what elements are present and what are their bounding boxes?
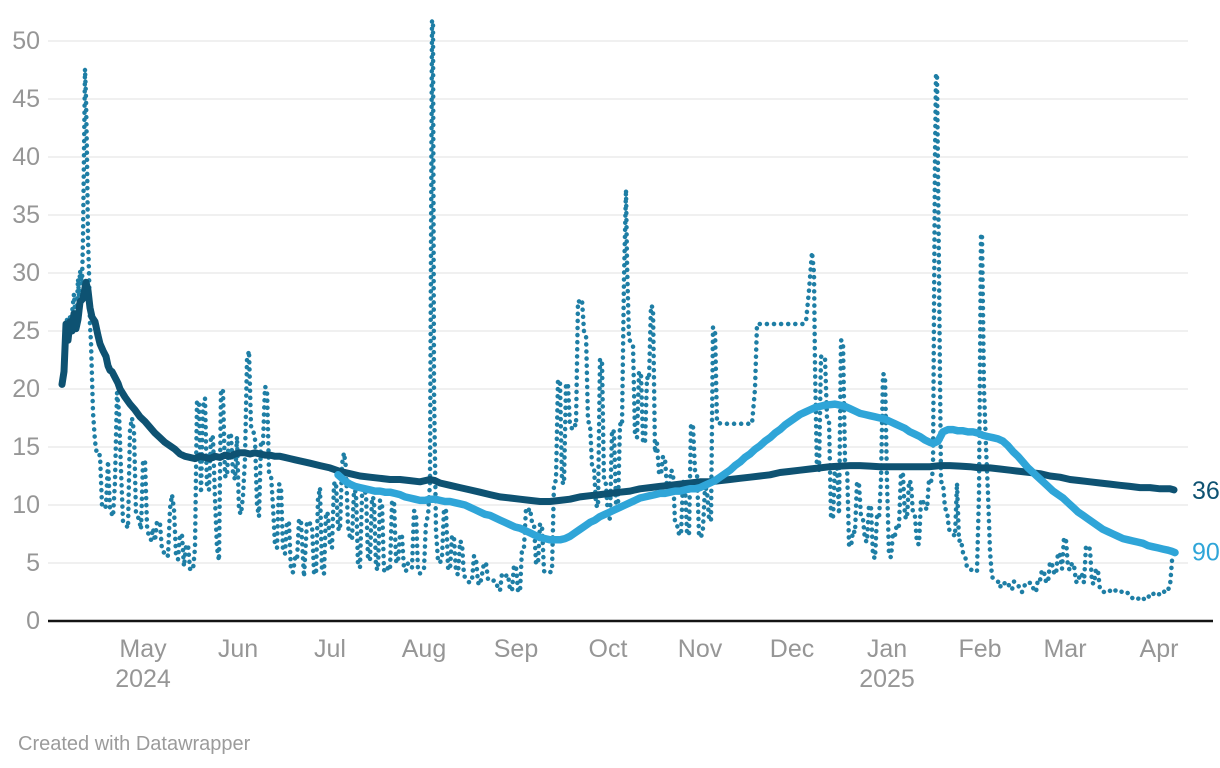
- x-tick-label: Nov: [678, 635, 723, 663]
- series-365-day-average-path: [58, 278, 1178, 505]
- y-tick-label: 0: [26, 607, 40, 635]
- x-tick-label: Mar: [1043, 635, 1086, 663]
- series-90-day-average-path: [334, 400, 1179, 557]
- y-tick-label: 30: [12, 259, 40, 287]
- series-daily-path: [59, 17, 1177, 602]
- y-tick-label: 10: [12, 491, 40, 519]
- y-tick-label: 35: [12, 201, 40, 229]
- x-tick-label: Feb: [958, 635, 1001, 663]
- x-tick-label: Sep: [494, 635, 538, 663]
- y-tick-label: 45: [12, 85, 40, 113]
- y-tick-label: 40: [12, 143, 40, 171]
- x-tick-label: Apr: [1140, 635, 1179, 663]
- y-tick-label: 15: [12, 433, 40, 461]
- y-tick-label: 20: [12, 375, 40, 403]
- x-tick-label: Jul: [314, 635, 346, 663]
- x-year-label: 2024: [115, 665, 171, 693]
- datawrapper-credit: Created with Datawrapper: [18, 733, 251, 755]
- x-tick-label: Aug: [402, 635, 446, 663]
- y-tick-label: 50: [12, 27, 40, 55]
- x-year-label: 2025: [859, 665, 915, 693]
- x-tick-label: Jun: [218, 635, 258, 663]
- x-tick-label: May: [119, 635, 167, 663]
- x-tick-label: Jan: [867, 635, 907, 663]
- y-tick-label: 5: [26, 549, 40, 577]
- series-end-label: 365d: [1192, 477, 1220, 505]
- y-tick-label: 25: [12, 317, 40, 345]
- series-end-label: 90d: [1192, 538, 1220, 566]
- x-tick-label: Oct: [589, 635, 628, 663]
- x-tick-label: Dec: [770, 635, 814, 663]
